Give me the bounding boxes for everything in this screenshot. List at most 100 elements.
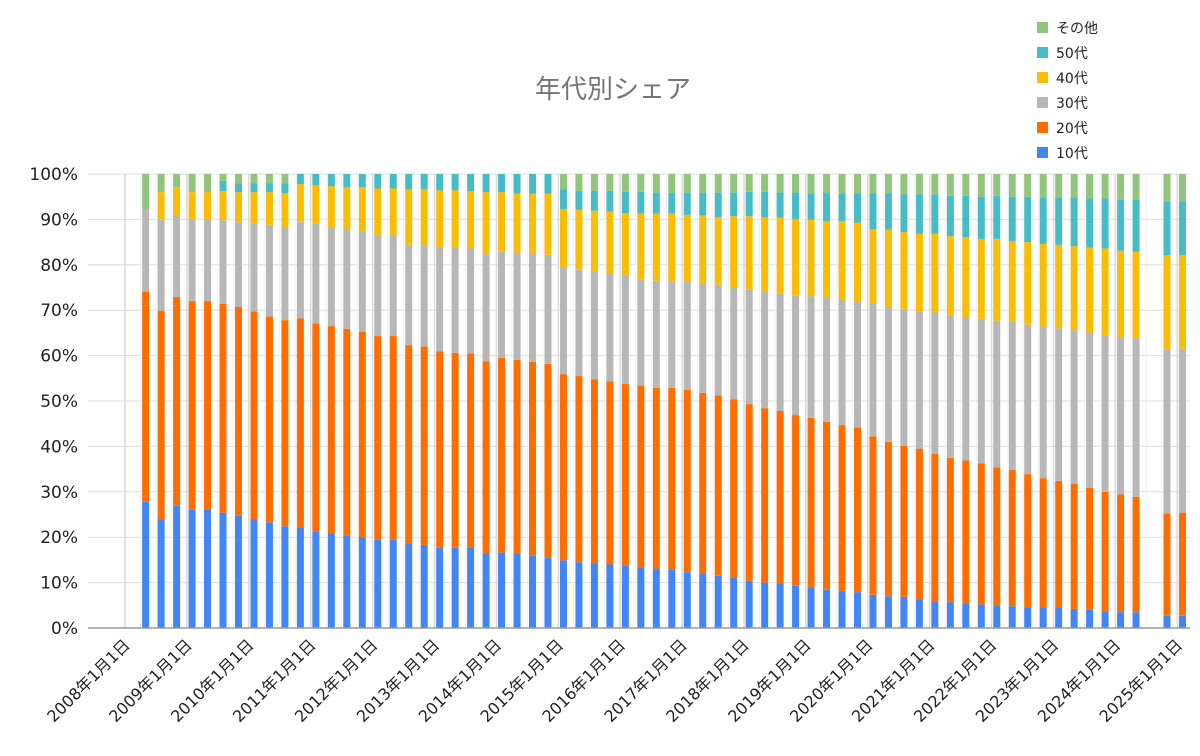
- bar-segment-40代: [1163, 255, 1171, 350]
- bar-segment-20代: [405, 345, 413, 544]
- bar-segment-10代: [962, 603, 970, 628]
- bar-segment-40代: [730, 216, 738, 288]
- bar-segment-20代: [745, 404, 753, 581]
- bar-segment-20代: [1055, 480, 1063, 609]
- bar-segment-40代: [451, 190, 459, 248]
- bar-segment-その他: [776, 174, 784, 193]
- y-tick-label: 30%: [40, 483, 78, 503]
- bar-segment-30代: [714, 284, 722, 396]
- bar-segment-40代: [358, 187, 366, 232]
- bar-segment-30代: [188, 219, 196, 302]
- y-tick-label: 80%: [40, 256, 78, 276]
- bar-segment-30代: [761, 292, 769, 409]
- bar-segment-50代: [436, 174, 444, 191]
- bar-segment-30代: [389, 234, 397, 337]
- bar-segment-その他: [1132, 174, 1140, 200]
- bar-segment-50代: [575, 190, 583, 210]
- bar-segment-40代: [219, 191, 227, 221]
- bar-segment-30代: [637, 279, 645, 386]
- bar-segment-30代: [343, 228, 351, 329]
- bar-segment-10代: [188, 509, 196, 628]
- bar-segment-その他: [606, 174, 614, 191]
- bar-segment-20代: [1039, 478, 1047, 609]
- bar-segment-10代: [343, 535, 351, 628]
- bar-segment-30代: [993, 320, 1001, 468]
- bar-segment-その他: [993, 174, 1001, 196]
- bar-segment-50代: [327, 174, 335, 187]
- bar-segment-その他: [869, 174, 877, 194]
- bar-segment-10代: [869, 594, 877, 628]
- bar-segment-20代: [544, 363, 552, 558]
- bar-segment-40代: [1117, 250, 1125, 338]
- bar-segment-その他: [173, 174, 181, 188]
- bar-segment-50代: [358, 174, 366, 188]
- bar-segment-50代: [714, 192, 722, 218]
- bar-segment-10代: [730, 577, 738, 628]
- bar-segment-30代: [173, 214, 181, 298]
- bar-segment-50代: [1008, 196, 1016, 242]
- bar-segment-40代: [312, 185, 320, 224]
- bar-segment-40代: [590, 210, 598, 273]
- bar-segment-その他: [792, 174, 800, 193]
- bar-segment-40代: [606, 211, 614, 273]
- bar-segment-その他: [730, 174, 738, 193]
- bar-segment-その他: [946, 174, 954, 196]
- bar-segment-40代: [683, 214, 691, 283]
- bar-segment-10代: [1117, 612, 1125, 628]
- bar-segment-30代: [900, 308, 908, 446]
- bar-segment-40代: [745, 216, 753, 290]
- bar-segment-10代: [900, 596, 908, 628]
- bar-segment-50代: [482, 174, 490, 193]
- bar-segment-40代: [188, 192, 196, 220]
- bar-segment-その他: [219, 174, 227, 181]
- bar-segment-30代: [1070, 330, 1078, 484]
- bar-segment-10代: [358, 537, 366, 628]
- bar-segment-20代: [637, 385, 645, 568]
- bar-segment-30代: [1055, 328, 1063, 481]
- bar-segment-50代: [668, 192, 676, 214]
- bar-segment-40代: [1070, 246, 1078, 331]
- bar-segment-10代: [374, 539, 382, 628]
- bar-segment-その他: [807, 174, 815, 194]
- bar-segment-20代: [250, 311, 258, 520]
- bar-segment-20代: [823, 421, 831, 590]
- bar-segment-50代: [1163, 201, 1171, 256]
- bar-segment-その他: [853, 174, 861, 194]
- bar-segment-40代: [513, 193, 521, 253]
- bar-segment-20代: [1024, 474, 1032, 608]
- bar-segment-10代: [776, 583, 784, 628]
- bar-segment-20代: [1117, 494, 1125, 613]
- bar-segment-10代: [1070, 608, 1078, 628]
- bar-segment-その他: [915, 174, 923, 195]
- bar-segment-30代: [1117, 337, 1125, 495]
- bar-segment-30代: [204, 219, 212, 302]
- bar-segment-30代: [1178, 348, 1186, 513]
- bar-segment-30代: [250, 223, 258, 312]
- bar-segment-50代: [900, 194, 908, 233]
- bar-segment-10代: [1101, 611, 1109, 628]
- bar-segment-30代: [1086, 332, 1094, 488]
- bar-segment-50代: [1132, 199, 1140, 252]
- bar-segment-40代: [915, 233, 923, 312]
- bar-segment-10代: [1039, 608, 1047, 628]
- bar-segment-その他: [1086, 174, 1094, 199]
- bar-segment-その他: [652, 174, 660, 193]
- bar-segment-10代: [807, 587, 815, 628]
- bar-segment-10代: [606, 564, 614, 628]
- bar-segment-30代: [1024, 324, 1032, 475]
- bar-segment-50代: [234, 183, 242, 193]
- bar-segment-50代: [683, 192, 691, 215]
- bar-segment-30代: [142, 209, 150, 292]
- bar-segment-その他: [745, 174, 753, 192]
- bar-segment-20代: [513, 359, 521, 554]
- bar-segment-40代: [1008, 241, 1016, 322]
- bar-segment-10代: [1024, 607, 1032, 628]
- bar-segment-30代: [265, 224, 273, 317]
- bar-segment-10代: [281, 526, 289, 628]
- bar-segment-20代: [884, 441, 892, 597]
- bar-segment-50代: [219, 180, 227, 192]
- bar-segment-30代: [977, 318, 985, 464]
- bar-segment-20代: [219, 303, 227, 513]
- bar-segment-その他: [1117, 174, 1125, 200]
- bar-segment-50代: [374, 174, 382, 189]
